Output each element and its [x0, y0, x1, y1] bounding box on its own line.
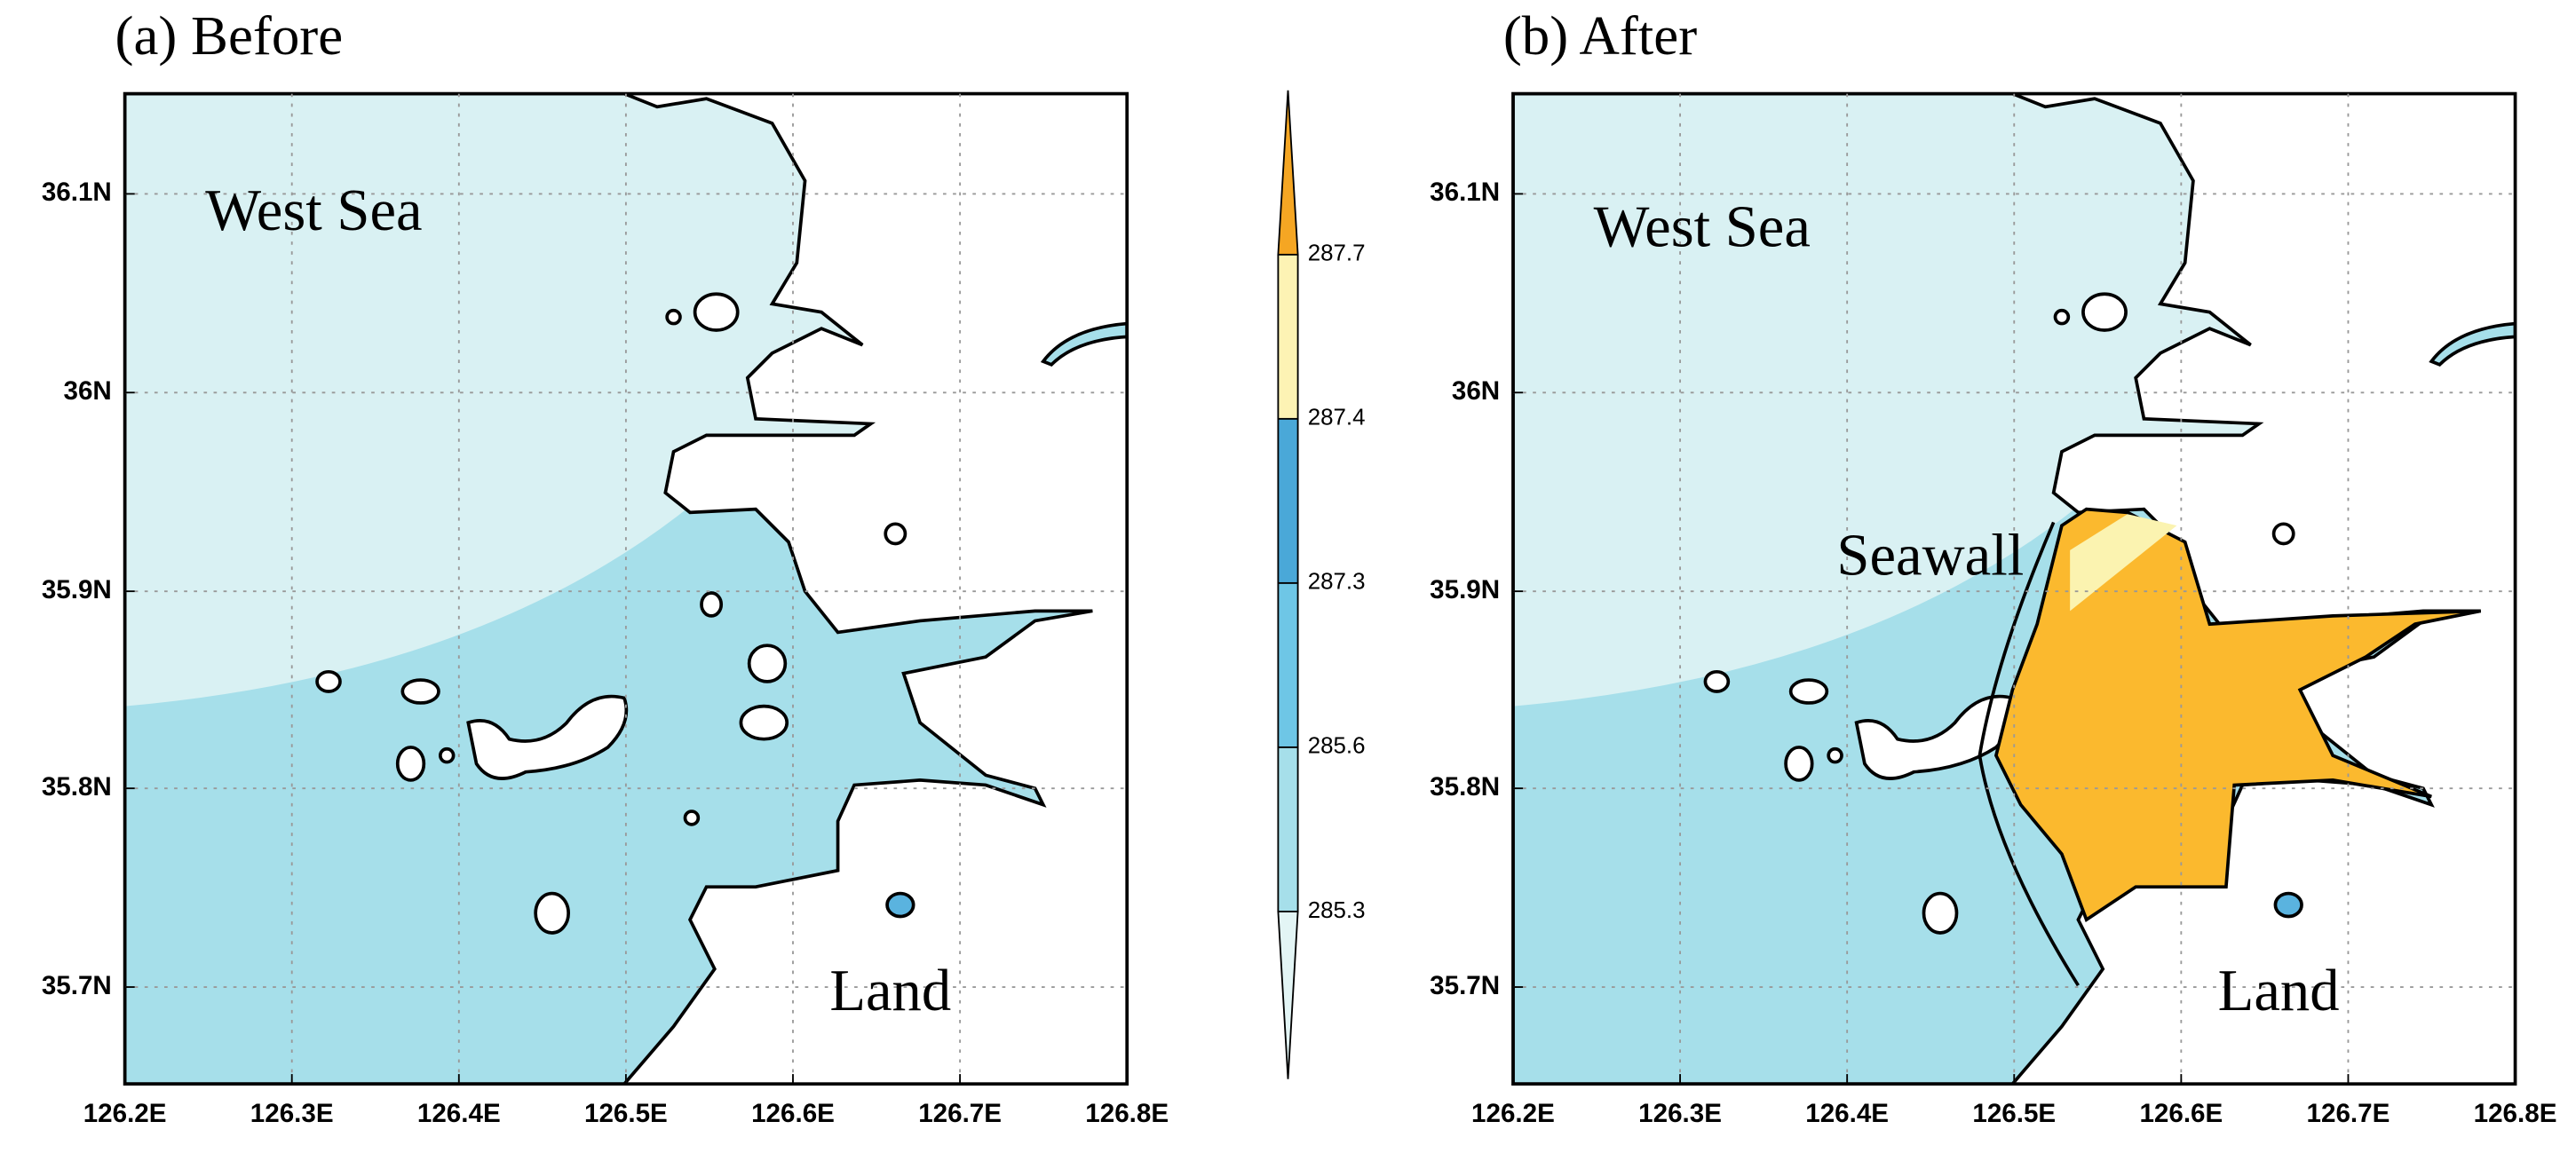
map	[125, 94, 1150, 1150]
x-tick-label: 126.4E	[1805, 1099, 1889, 1128]
y-tick-label: 36.1N	[42, 178, 112, 207]
x-tick-label: 126.5E	[584, 1099, 668, 1128]
seawall	[1978, 521, 2080, 987]
panel-before: (a) Before 126.2E 126.3E 126.4E 126.5E 126.6E…	[42, 4, 1169, 1149]
colorbar	[1277, 90, 1299, 1079]
y-tick-label: 36N	[64, 376, 112, 406]
x-tick-label: 126.8E	[1085, 1099, 1169, 1128]
yellow-region	[2070, 514, 2177, 612]
colorbar-label: 285.6	[1308, 734, 1366, 759]
x-tick-label: 126.8E	[2474, 1099, 2557, 1128]
x-tick-label: 126.3E	[1638, 1099, 1722, 1128]
x-tick-label: 126.5E	[1972, 1099, 2056, 1128]
x-tick-label: 126.3E	[250, 1099, 334, 1128]
x-tick-label: 126.7E	[918, 1099, 1002, 1128]
panel-title: (b) After	[1503, 4, 1697, 67]
y-tick-label: 35.9N	[42, 575, 112, 604]
labels: 287.7 287.4 287.3 285.6 285.3	[1308, 241, 1366, 923]
panel-after: (b) After 126.2E 126.3E 126.4E 126.5E 126.6E 1…	[1430, 4, 2556, 1149]
colorbar-label: 285.3	[1308, 898, 1366, 923]
map-label: West Sea	[205, 178, 422, 243]
map-label: Land	[829, 959, 951, 1023]
x-tick-label: 126.6E	[751, 1099, 835, 1128]
colorbar-label: 287.3	[1308, 570, 1366, 595]
y-tick-label: 35.7N	[1430, 971, 1500, 1000]
colorbar-label: 287.4	[1308, 406, 1366, 430]
x-tick-label: 126.2E	[83, 1099, 167, 1128]
x-tick-label: 126.7E	[2307, 1099, 2390, 1128]
y-tick-label: 36.1N	[1430, 178, 1500, 207]
y-tick-label: 35.8N	[1430, 772, 1500, 802]
y-tick-label: 35.7N	[42, 971, 112, 1000]
panel-title: (a) Before	[115, 4, 344, 67]
seawall-effect	[1978, 507, 2482, 987]
x-tick-label: 126.6E	[2139, 1099, 2223, 1128]
map-label: Land	[2218, 959, 2340, 1023]
x-tick-label: 126.2E	[1471, 1099, 1555, 1128]
y-tick-label: 35.9N	[1430, 575, 1500, 604]
map-label: West Sea	[1594, 195, 1811, 260]
colorbar-label: 287.7	[1308, 241, 1366, 266]
y-tick-label: 36N	[1452, 376, 1500, 406]
x-tick-label: 126.4E	[417, 1099, 501, 1128]
map-label: Seawall	[1836, 524, 2024, 588]
warm-region	[1993, 507, 2482, 923]
y-tick-label: 35.8N	[42, 772, 112, 802]
